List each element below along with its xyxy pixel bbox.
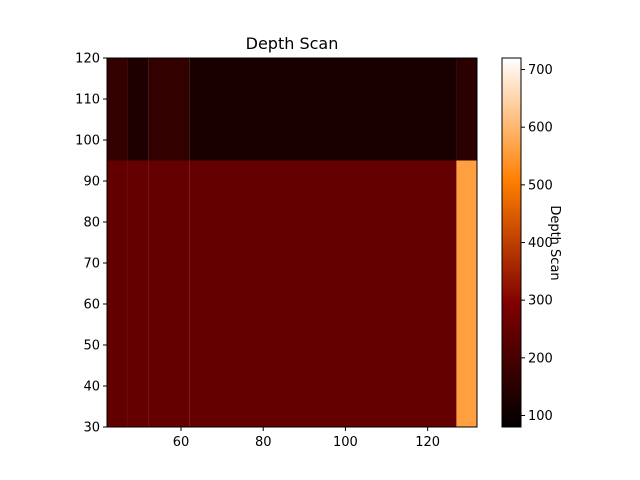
colorbar-tick-label: 600 [528, 121, 553, 136]
colorbar-axis: 100 200 300 400 500 600 700 [521, 63, 553, 424]
colorbar-tick-label: 400 [528, 236, 553, 251]
x-tick-label: 60 [173, 435, 190, 450]
y-tick-label: 80 [83, 216, 100, 231]
x-tick-label: 120 [415, 435, 440, 450]
heatmap-cell [107, 58, 128, 161]
colorbar-tick-label: 100 [528, 409, 553, 424]
y-tick-label: 30 [83, 421, 100, 436]
colorbar-label: Depth Scan [547, 205, 562, 280]
y-tick-label: 100 [75, 134, 100, 149]
heatmap-cell [148, 58, 190, 161]
heatmap-cell [189, 58, 457, 161]
y-tick-label: 50 [83, 339, 100, 354]
heatmap-cell [107, 160, 128, 427]
y-tick-label: 110 [75, 93, 100, 108]
y-tick-label: 40 [83, 380, 100, 395]
heatmap-cell [127, 160, 149, 427]
x-axis: 60 80 100 120 [173, 427, 440, 450]
heatmap-cell [148, 160, 190, 427]
heatmap-cell [189, 160, 457, 427]
chart-title: Depth Scan [246, 34, 339, 53]
heatmap-cells [107, 58, 477, 427]
heatmap-cell [456, 58, 477, 161]
y-tick-label: 120 [75, 52, 100, 67]
colorbar-tick-label: 700 [528, 63, 553, 78]
y-tick-label: 70 [83, 257, 100, 272]
x-tick-label: 80 [255, 435, 272, 450]
heatmap-cell [456, 160, 477, 427]
colorbar-tick-label: 500 [528, 178, 553, 193]
y-axis: 30 40 50 60 70 80 90 100 110 120 [75, 52, 107, 436]
colorbar-tick-label: 200 [528, 351, 553, 366]
y-tick-label: 90 [83, 175, 100, 190]
x-tick-label: 100 [333, 435, 358, 450]
colorbar-tick-label: 300 [528, 294, 553, 309]
y-tick-label: 60 [83, 298, 100, 313]
plot-frame [106, 57, 478, 428]
heatmap-cell [127, 58, 149, 161]
colorbar [501, 57, 522, 428]
